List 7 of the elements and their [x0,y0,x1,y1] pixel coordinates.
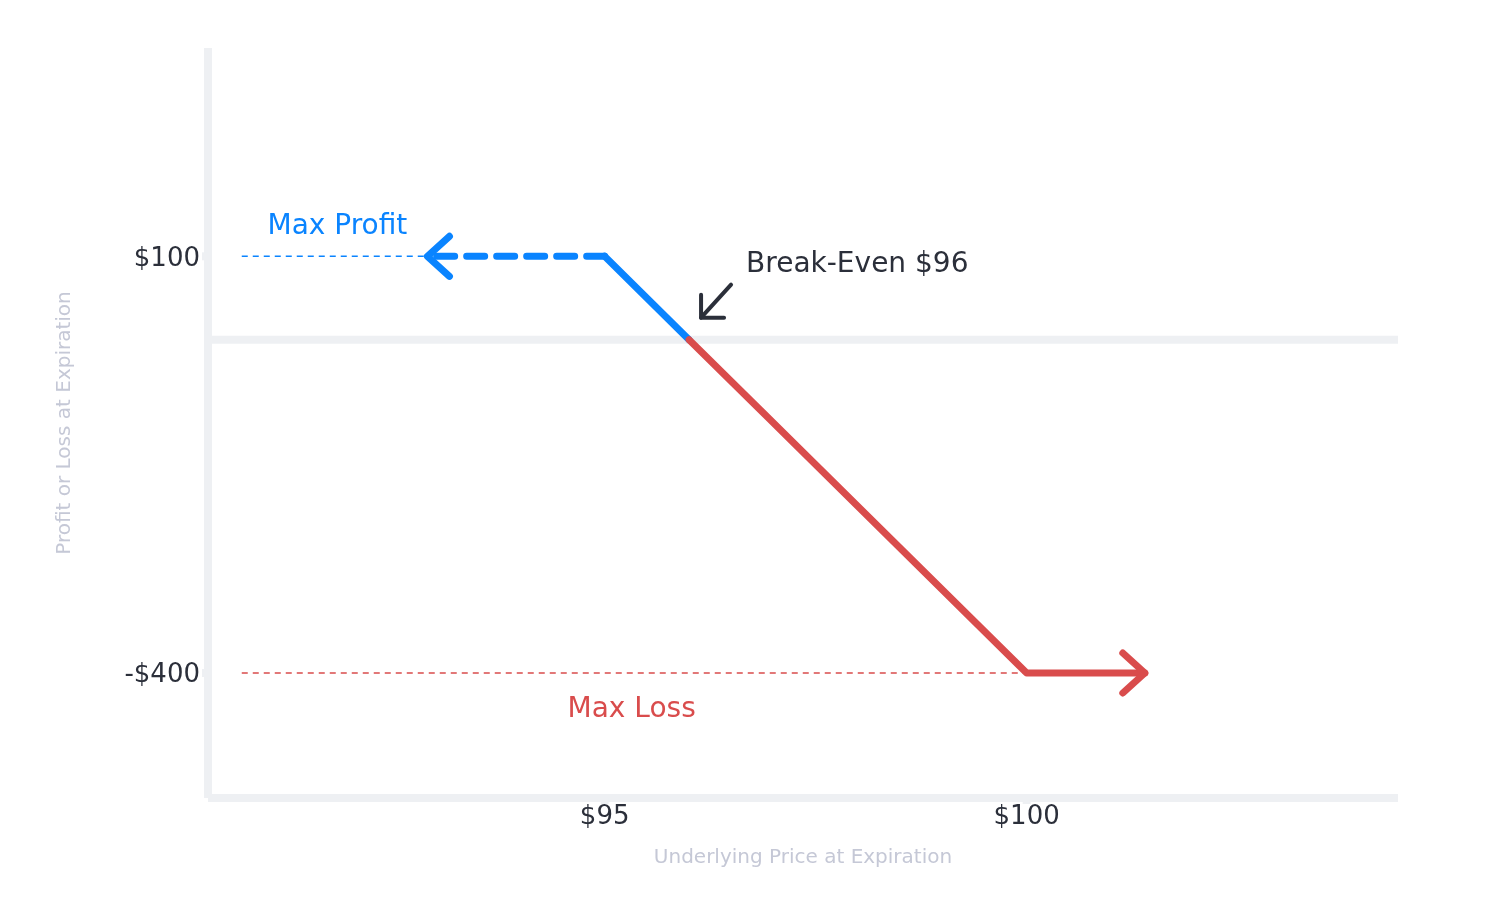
series-label: Max Loss [567,691,696,724]
annotation: Break-Even $96 [746,245,969,279]
series-label: Max Profit [267,208,408,242]
y-tick-label: -$400 [124,658,200,689]
x-axis-title: Underlying Price at Expiration [653,844,953,868]
x-tick-label: $95 [579,800,630,831]
y-axis-title: Profit or Loss at Expiration [51,291,76,555]
